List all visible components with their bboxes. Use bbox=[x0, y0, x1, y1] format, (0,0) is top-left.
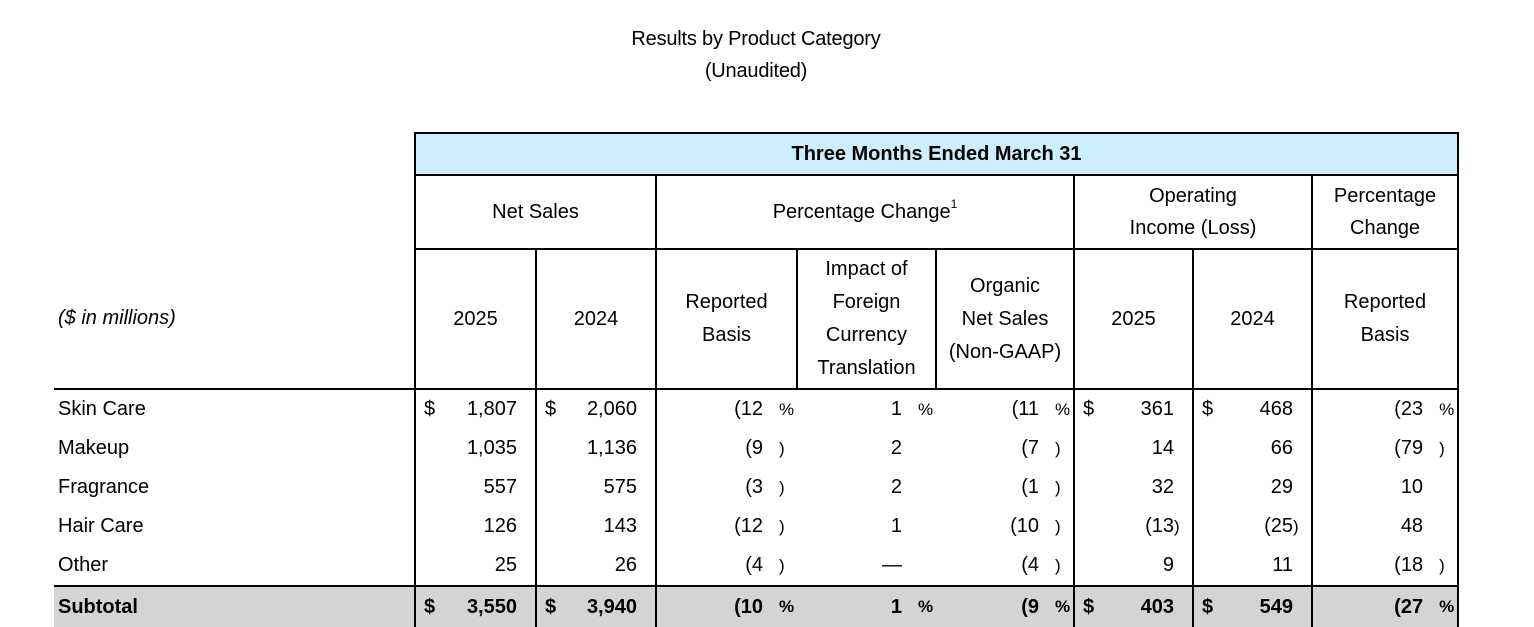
net-sales-2024: 143 bbox=[603, 515, 637, 537]
row-label: Hair Care bbox=[58, 515, 144, 537]
results-table: Three Months Ended March 31 Net Sales Pe… bbox=[54, 132, 1460, 627]
reported-basis: (10 bbox=[734, 595, 763, 618]
table-row-skin-care: Skin Care $1,807 $2,060 (12% 1% (11% $36… bbox=[54, 389, 1460, 429]
table-row-other: Other 25 26 (4) — (4) 9 11 (18) bbox=[54, 546, 1460, 586]
operating-income-pct-change: (23 bbox=[1394, 398, 1424, 420]
net-sales-2024: 1,136 bbox=[586, 437, 637, 459]
table-row-subtotal: Subtotal $3,550 $3,940 (10% 1% (9% $403 … bbox=[54, 585, 1460, 627]
net-sales-2025: 1,035 bbox=[466, 437, 517, 459]
header-row-groups: Net Sales Percentage Change1 Operating In… bbox=[54, 174, 1460, 250]
percent-symbol: % bbox=[918, 597, 934, 616]
reported-basis: (4 bbox=[745, 554, 763, 576]
net-sales-2024: 2,060 bbox=[586, 398, 637, 420]
operating-income-2024: 11 bbox=[1272, 554, 1293, 576]
net-sales-2025: 25 bbox=[494, 554, 517, 576]
period-header: Three Months Ended March 31 bbox=[413, 132, 1460, 176]
organic-net-sales: (7 bbox=[1021, 437, 1039, 459]
organic-net-sales: (9 bbox=[1021, 595, 1039, 618]
col-operating-income-2025: 2025 bbox=[1073, 248, 1194, 390]
col-organic-net-sales: Organic Net Sales (Non-GAAP) bbox=[935, 248, 1075, 390]
row-label: Subtotal bbox=[54, 585, 415, 627]
currency-symbol: $ bbox=[1202, 398, 1214, 420]
currency-symbol: $ bbox=[424, 398, 436, 420]
percent-symbol: % bbox=[1055, 399, 1071, 419]
currency-symbol: $ bbox=[1083, 398, 1095, 420]
operating-income-pct-change: (18 bbox=[1394, 554, 1424, 576]
percent-symbol: % bbox=[779, 399, 795, 419]
operating-income-header: Operating Income (Loss) bbox=[1073, 174, 1313, 250]
col-reported-basis: Reported Basis bbox=[655, 248, 798, 390]
fx-impact: 2 bbox=[890, 437, 902, 459]
currency-symbol: $ bbox=[424, 595, 436, 618]
row-label: Fragrance bbox=[58, 476, 150, 498]
row-label: Skin Care bbox=[58, 398, 146, 420]
net-sales-2025: 126 bbox=[483, 515, 517, 537]
fx-impact: 2 bbox=[890, 476, 902, 498]
operating-income-2025: (13 bbox=[1145, 515, 1174, 537]
operating-income-2024: 66 bbox=[1270, 437, 1293, 459]
percent-symbol: % bbox=[1055, 597, 1071, 616]
col-net-sales-2024: 2024 bbox=[535, 248, 657, 390]
units-label: ($ in millions) bbox=[54, 249, 415, 390]
percentage-change-header: Percentage Change1 bbox=[655, 174, 1075, 250]
operating-income-2024: (25 bbox=[1264, 515, 1293, 537]
reported-basis: (12 bbox=[734, 515, 763, 537]
net-sales-2025: 1,807 bbox=[466, 398, 517, 420]
row-label: Makeup bbox=[58, 437, 130, 459]
footnote-marker: 1 bbox=[950, 197, 958, 212]
organic-net-sales: (4 bbox=[1021, 554, 1039, 576]
organic-net-sales: (1 bbox=[1021, 476, 1039, 498]
net-sales-2025: 3,550 bbox=[466, 595, 517, 618]
reported-basis: (3 bbox=[745, 476, 763, 498]
net-sales-2024: 26 bbox=[614, 554, 637, 576]
col-oi-reported-basis: Reported Basis bbox=[1310, 248, 1460, 390]
net-sales-2024: 575 bbox=[603, 476, 637, 498]
report-title: Results by Product Category bbox=[631, 28, 881, 50]
percent-symbol: % bbox=[1439, 399, 1455, 419]
operating-income-pct-change: 48 bbox=[1400, 515, 1424, 537]
fx-impact: — bbox=[882, 554, 902, 576]
operating-income-2024: 549 bbox=[1259, 595, 1293, 618]
header-row-period: Three Months Ended March 31 bbox=[54, 132, 1460, 176]
fx-impact: 1 bbox=[890, 515, 902, 537]
percentage-change-oi-header: Percentage Change bbox=[1310, 174, 1460, 250]
operating-income-2025: 9 bbox=[1162, 554, 1174, 576]
operating-income-pct-change: 10 bbox=[1400, 476, 1424, 498]
percent-symbol: % bbox=[918, 399, 934, 419]
currency-symbol: $ bbox=[545, 595, 557, 618]
net-sales-header: Net Sales bbox=[414, 174, 657, 250]
net-sales-2024: 3,940 bbox=[586, 595, 637, 618]
row-label: Other bbox=[58, 554, 109, 576]
col-operating-income-2024: 2024 bbox=[1192, 248, 1313, 390]
col-net-sales-2025: 2025 bbox=[414, 248, 537, 390]
net-sales-2025: 557 bbox=[483, 476, 517, 498]
operating-income-2024: 29 bbox=[1270, 476, 1293, 498]
report-subtitle: (Unaudited) bbox=[704, 60, 808, 82]
operating-income-2024: 468 bbox=[1259, 398, 1293, 420]
currency-symbol: $ bbox=[1202, 595, 1214, 618]
col-fx-impact: Impact of Foreign Currency Translation bbox=[796, 248, 937, 390]
fx-impact: 1 bbox=[890, 398, 902, 420]
table-row-hair-care: Hair Care 126 143 (12) 1 (10) (13) (25) … bbox=[54, 507, 1460, 546]
currency-symbol: $ bbox=[545, 398, 557, 420]
header-row-columns: ($ in millions) 2025 2024 Reported Basis … bbox=[54, 248, 1460, 390]
operating-income-2025: 14 bbox=[1151, 437, 1174, 459]
organic-net-sales: (11 bbox=[1011, 398, 1039, 420]
percent-symbol: % bbox=[779, 597, 795, 616]
fx-impact: 1 bbox=[890, 595, 902, 618]
table-row-makeup: Makeup 1,035 1,136 (9) 2 (7) 14 66 (79) bbox=[54, 429, 1460, 468]
operating-income-pct-change: (27 bbox=[1394, 595, 1424, 618]
operating-income-2025: 403 bbox=[1140, 595, 1174, 618]
operating-income-2025: 32 bbox=[1151, 476, 1174, 498]
organic-net-sales: (10 bbox=[1010, 515, 1039, 537]
reported-basis: (9 bbox=[745, 437, 763, 459]
reported-basis: (12 bbox=[734, 398, 763, 420]
table-row-fragrance: Fragrance 557 575 (3) 2 (1) 32 29 10 bbox=[54, 468, 1460, 507]
percent-symbol: % bbox=[1439, 597, 1455, 616]
operating-income-2025: 361 bbox=[1140, 398, 1174, 420]
operating-income-pct-change: (79 bbox=[1394, 437, 1424, 459]
currency-symbol: $ bbox=[1083, 595, 1095, 618]
